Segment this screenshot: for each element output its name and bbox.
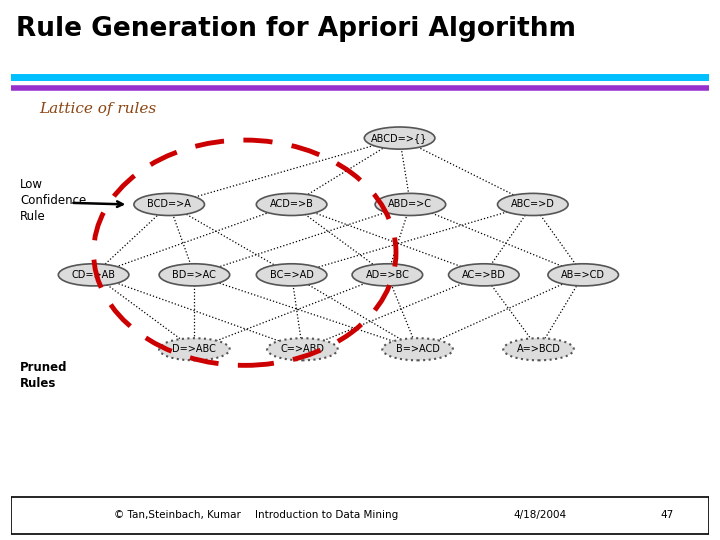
Text: D=>ABC: D=>ABC bbox=[173, 345, 216, 354]
Text: AB=>CD: AB=>CD bbox=[561, 270, 606, 280]
Text: 4/18/2004: 4/18/2004 bbox=[513, 510, 567, 519]
Text: ABC=>D: ABC=>D bbox=[511, 199, 554, 210]
Text: 47: 47 bbox=[660, 510, 674, 519]
Text: Lattice of rules: Lattice of rules bbox=[40, 102, 157, 116]
Text: Low
Confidence
Rule: Low Confidence Rule bbox=[20, 178, 86, 223]
FancyBboxPatch shape bbox=[11, 497, 709, 534]
Text: A=>BCD: A=>BCD bbox=[517, 345, 560, 354]
Ellipse shape bbox=[498, 193, 568, 215]
Text: AD=>BC: AD=>BC bbox=[366, 270, 409, 280]
Ellipse shape bbox=[548, 264, 618, 286]
Text: ABD=>C: ABD=>C bbox=[388, 199, 433, 210]
Text: BCD=>A: BCD=>A bbox=[148, 199, 191, 210]
Text: Introduction to Data Mining: Introduction to Data Mining bbox=[256, 510, 398, 519]
Ellipse shape bbox=[382, 338, 453, 360]
Text: ACD=>B: ACD=>B bbox=[270, 199, 313, 210]
Ellipse shape bbox=[267, 338, 338, 360]
Ellipse shape bbox=[449, 264, 519, 286]
Text: BC=>AD: BC=>AD bbox=[270, 270, 313, 280]
Ellipse shape bbox=[352, 264, 423, 286]
Ellipse shape bbox=[58, 264, 129, 286]
Ellipse shape bbox=[134, 193, 204, 215]
Text: AC=>BD: AC=>BD bbox=[462, 270, 505, 280]
Text: B=>ACD: B=>ACD bbox=[396, 345, 439, 354]
Text: Rule Generation for Apriori Algorithm: Rule Generation for Apriori Algorithm bbox=[16, 16, 576, 42]
Ellipse shape bbox=[159, 264, 230, 286]
Ellipse shape bbox=[159, 338, 230, 360]
Text: Pruned
Rules: Pruned Rules bbox=[20, 361, 68, 390]
Text: BD=>AC: BD=>AC bbox=[173, 270, 216, 280]
Ellipse shape bbox=[256, 264, 327, 286]
Text: CD=>AB: CD=>AB bbox=[71, 270, 116, 280]
Ellipse shape bbox=[256, 193, 327, 215]
Ellipse shape bbox=[364, 127, 435, 149]
Ellipse shape bbox=[503, 338, 574, 360]
Text: C=>ABD: C=>ABD bbox=[280, 345, 325, 354]
Text: © Tan,Steinbach, Kumar: © Tan,Steinbach, Kumar bbox=[114, 510, 241, 519]
Ellipse shape bbox=[375, 193, 446, 215]
Text: ABCD=>{}: ABCD=>{} bbox=[372, 133, 428, 143]
